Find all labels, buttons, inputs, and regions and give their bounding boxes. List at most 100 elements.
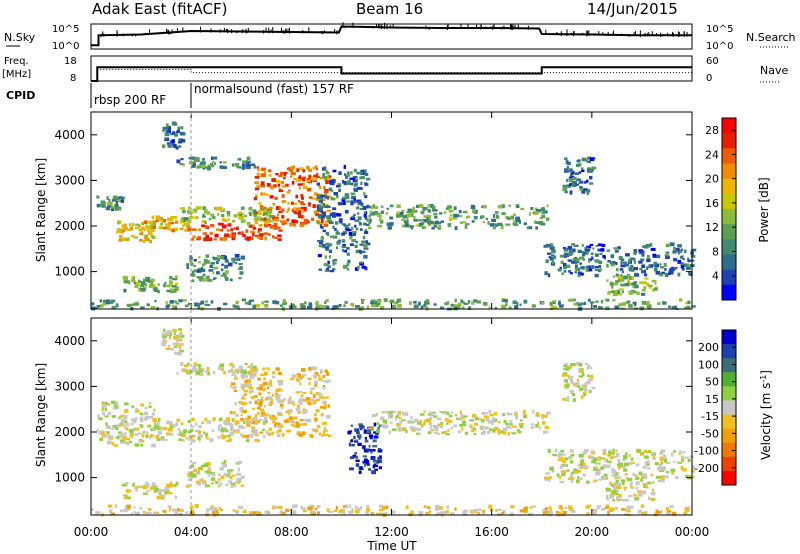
echo-cell [121, 228, 126, 232]
echo-cell [645, 460, 650, 463]
echo-cell [133, 511, 136, 514]
echo-cell [570, 363, 575, 366]
echo-cell [149, 434, 153, 438]
echo-cell [179, 433, 183, 436]
echo-cell [305, 409, 308, 414]
echo-cell [100, 304, 103, 307]
echo-cell [602, 475, 607, 479]
echo-cell [604, 473, 607, 477]
echo-cell [446, 422, 449, 425]
echo-cell [232, 261, 235, 264]
echo-cell [244, 383, 247, 387]
echo-cell [433, 221, 436, 226]
nsearch-tick-low: 10^0 [706, 41, 733, 52]
echo-cell [99, 299, 102, 303]
echo-cell [497, 204, 503, 209]
echo-cell [141, 433, 145, 438]
echo-cell [306, 177, 312, 181]
echo-cell [223, 208, 226, 212]
echo-cell [372, 512, 375, 515]
echo-cell [370, 511, 374, 515]
echo-cell [163, 219, 166, 223]
echo-cell [96, 429, 99, 432]
echo-cell [275, 393, 278, 398]
echo-cell [563, 255, 567, 258]
echo-cell [313, 375, 317, 378]
echo-cell [249, 212, 252, 216]
echo-cell [633, 249, 638, 253]
echo-cell [576, 159, 580, 163]
echo-cell [597, 243, 603, 247]
echo-cell [677, 244, 682, 248]
echo-cell [131, 275, 135, 279]
echo-cell [644, 486, 649, 489]
echo-cell [472, 210, 476, 213]
echo-cell [165, 301, 169, 305]
echo-cell [581, 466, 587, 469]
echo-cell [487, 420, 493, 424]
echo-cell [378, 466, 382, 470]
colorbar-tick-label: 200 [698, 341, 719, 354]
echo-cell [297, 210, 302, 215]
echo-cell [382, 419, 387, 424]
echo-cell [120, 196, 126, 199]
echo-cell [384, 410, 389, 414]
echo-cell [648, 285, 652, 289]
echo-cell [316, 221, 320, 224]
echo-cell [289, 396, 292, 400]
echo-cell [249, 390, 252, 394]
echo-cell [613, 282, 618, 286]
echo-cell [462, 420, 466, 424]
echo-cell [329, 270, 335, 273]
echo-cell [612, 455, 618, 459]
echo-cell [308, 381, 311, 386]
echo-cell [322, 385, 325, 387]
echo-cell [331, 189, 334, 193]
echo-cell [281, 512, 284, 515]
echo-cell [271, 178, 276, 182]
echo-cell [116, 424, 121, 427]
echo-cell [511, 432, 517, 435]
echo-cell [415, 432, 421, 435]
echo-cell [130, 422, 134, 426]
echo-cell [366, 459, 370, 464]
echo-cell [142, 431, 146, 434]
freq-tick-low: 8 [70, 73, 76, 84]
echo-cell [133, 506, 136, 509]
echo-cell [395, 415, 400, 418]
echo-cell [315, 198, 320, 201]
echo-cell [133, 282, 136, 285]
echo-cell [568, 253, 573, 256]
echo-cell [327, 177, 332, 182]
echo-cell [124, 506, 128, 509]
echo-cell [503, 420, 507, 424]
echo-cell [178, 345, 182, 348]
echo-cell [223, 302, 228, 306]
echo-cell [257, 210, 261, 213]
echo-cell [549, 508, 553, 512]
echo-cell [405, 214, 411, 218]
echo-cell [166, 142, 172, 145]
echo-cell [125, 427, 129, 431]
echo-cell [233, 430, 236, 434]
echo-cell [672, 511, 677, 515]
echo-cell [410, 415, 413, 420]
echo-cell [570, 381, 575, 385]
echo-cell [221, 263, 224, 266]
echo-cell [454, 298, 457, 303]
echo-cell [602, 448, 607, 453]
echo-cell [278, 206, 281, 209]
echo-cell [572, 176, 577, 181]
echo-cell [447, 428, 450, 432]
echo-cell [359, 207, 364, 211]
echo-cell [190, 511, 195, 516]
echo-cell [180, 422, 184, 426]
echo-cell [612, 448, 615, 453]
echo-cell [299, 167, 304, 171]
echo-cell [242, 166, 245, 170]
echo-cell [577, 271, 582, 275]
echo-cell [291, 510, 297, 515]
echo-cell [563, 262, 567, 267]
x-tick-label: 20:00 [575, 525, 610, 539]
echo-cell [238, 166, 242, 169]
